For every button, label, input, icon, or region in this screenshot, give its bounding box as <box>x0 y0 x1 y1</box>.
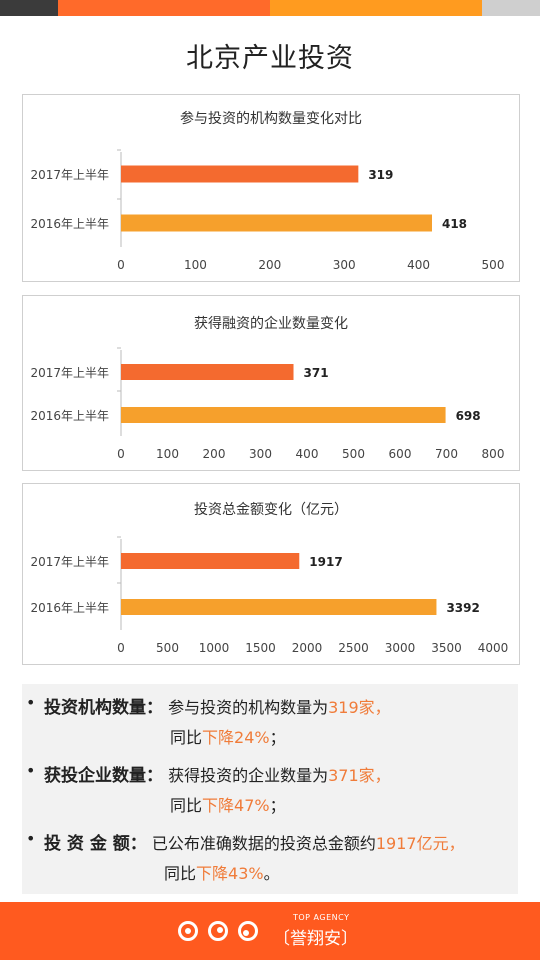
data-label: 418 <box>442 217 467 231</box>
top-color-bar <box>0 0 540 16</box>
x-tick-label: 500 <box>482 258 505 272</box>
chart-institutions-svg: 参与投资的机构数量变化对比 2017年上半年 319 2016年上半年 418 0 100 2… <box>30 110 505 272</box>
bar <box>121 165 359 183</box>
x-tick-label: 4000 <box>478 641 509 655</box>
summary-text: 参与投资的机构数量为 <box>168 698 329 717</box>
logo-swirl-icon <box>208 921 228 941</box>
data-label: 319 <box>368 168 393 182</box>
x-tick-label: 200 <box>203 447 226 461</box>
bullet: • <box>26 829 36 848</box>
x-tick-label: 0 <box>117 258 125 272</box>
top-bar-segment-dark <box>0 0 58 16</box>
x-tick-label: 400 <box>296 447 319 461</box>
data-label: 371 <box>304 366 329 380</box>
bar <box>121 599 437 615</box>
category-label: 2016年上半年 <box>30 217 109 231</box>
summary-label: 获投企业数量： <box>44 766 163 786</box>
chart-title: 参与投资的机构数量变化对比 <box>180 110 362 127</box>
summary-highlight: 下降47% <box>202 796 270 815</box>
category-label: 2016年上半年 <box>30 409 109 423</box>
bar <box>121 214 432 232</box>
x-tick-label: 3000 <box>385 641 416 655</box>
category-label: 2017年上半年 <box>30 168 109 182</box>
x-tick-label: 300 <box>333 258 356 272</box>
category-label: 2017年上半年 <box>30 366 109 380</box>
logo-wave-icon <box>238 921 258 941</box>
x-tick-label: 3500 <box>431 641 462 655</box>
bar <box>121 364 294 380</box>
x-tick-label: 100 <box>184 258 207 272</box>
x-tick-label: 500 <box>342 447 365 461</box>
summary-text: 获得投资的企业数量为 <box>168 766 329 785</box>
summary-line-amount-cont: 同比下降43%。 <box>164 860 280 884</box>
data-label: 3392 <box>446 601 479 615</box>
footer-bar: TOP AGENCY 〔誉翔安〕 <box>0 902 540 960</box>
x-tick-label: 500 <box>156 641 179 655</box>
x-tick-label: 2500 <box>338 641 369 655</box>
chart-title: 获得融资的企业数量变化 <box>194 315 348 332</box>
summary-highlight: 下降24% <box>202 728 270 747</box>
chart-companies: 获得融资的企业数量变化 2017年上半年 371 2016年上半年 698 0 100 200… <box>22 295 520 471</box>
summary-text: 同比 <box>170 796 203 815</box>
brand-name-cn: 〔誉翔安〕 <box>273 929 358 949</box>
brand-logo: TOP AGENCY 〔誉翔安〕 <box>178 913 368 949</box>
logo-ring-icon <box>178 921 198 941</box>
summary-line-institutions-cont: 同比下降24%； <box>170 724 286 748</box>
category-label: 2017年上半年 <box>30 555 109 569</box>
summary-tail: ； <box>269 796 286 815</box>
x-tick-label: 1000 <box>199 641 230 655</box>
chart-amount: 投资总金额变化（亿元） 2017年上半年 1917 2016年上半年 3392 0 500 1… <box>22 483 520 665</box>
x-tick-label: 0 <box>117 641 125 655</box>
bar <box>121 407 446 423</box>
x-tick-label: 800 <box>482 447 505 461</box>
data-label: 698 <box>456 409 481 423</box>
summary-line-companies: • 获投企业数量： 获得投资的企业数量为371家， <box>26 761 391 786</box>
bar <box>121 553 300 569</box>
chart-title: 投资总金额变化（亿元） <box>194 502 348 518</box>
x-tick-label: 0 <box>117 447 125 461</box>
chart-institutions: 参与投资的机构数量变化对比 2017年上半年 319 2016年上半年 418 0 100 2… <box>22 94 520 282</box>
top-bar-segment-amber <box>270 0 482 16</box>
summary-tail: ； <box>269 728 286 747</box>
summary-text: 已公布准确数据的投资总金额约 <box>151 834 376 853</box>
x-tick-label: 1500 <box>245 641 276 655</box>
x-tick-label: 200 <box>258 258 281 272</box>
summary-tail: 。 <box>263 864 280 883</box>
summary-highlight: 319家， <box>328 698 391 717</box>
summary-label: 投 资 金 额： <box>44 834 147 854</box>
data-label: 1917 <box>309 555 342 569</box>
chart-amount-svg: 投资总金额变化（亿元） 2017年上半年 1917 2016年上半年 3392 0 500 1… <box>30 502 509 655</box>
summary-highlight: 371家， <box>328 766 391 785</box>
brand-name-en: TOP AGENCY <box>293 913 350 922</box>
summary-line-institutions: • 投资机构数量： 参与投资的机构数量为319家， <box>26 693 391 718</box>
x-tick-label: 700 <box>435 447 458 461</box>
summary-panel: • 投资机构数量： 参与投资的机构数量为319家， 同比下降24%； • 获投企… <box>22 684 518 894</box>
summary-line-amount: • 投 资 金 额： 已公布准确数据的投资总金额约1917亿元， <box>26 829 465 854</box>
summary-text: 同比 <box>164 864 197 883</box>
x-tick-label: 400 <box>407 258 430 272</box>
bullet: • <box>26 761 36 780</box>
summary-line-companies-cont: 同比下降47%； <box>170 792 286 816</box>
top-bar-segment-orange <box>58 0 270 16</box>
chart-companies-svg: 获得融资的企业数量变化 2017年上半年 371 2016年上半年 698 0 100 200… <box>30 315 505 461</box>
top-bar-segment-gray <box>482 0 540 16</box>
x-tick-label: 2000 <box>292 641 323 655</box>
category-label: 2016年上半年 <box>30 601 109 615</box>
x-tick-label: 300 <box>249 447 272 461</box>
summary-label: 投资机构数量： <box>44 698 163 718</box>
summary-highlight: 1917亿元， <box>375 834 465 853</box>
x-tick-label: 600 <box>389 447 412 461</box>
summary-text: 同比 <box>170 728 203 747</box>
page-title: 北京产业投资 <box>186 43 354 74</box>
summary-highlight: 下降43% <box>196 864 264 883</box>
bullet: • <box>26 693 36 712</box>
x-tick-label: 100 <box>156 447 179 461</box>
